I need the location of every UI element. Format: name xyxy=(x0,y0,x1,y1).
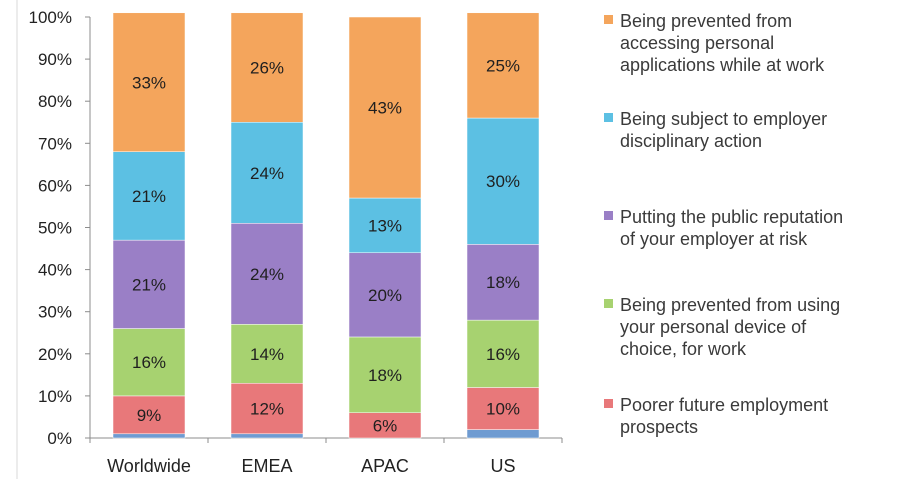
data-label: 21% xyxy=(132,275,166,294)
bar-segment-apps xyxy=(112,12,186,152)
bar-segment-reputation xyxy=(230,223,304,325)
legend-label: Being prevented from using xyxy=(620,295,841,315)
data-label: 18% xyxy=(368,366,402,385)
y-tick-label: 100% xyxy=(29,8,72,27)
data-label: 9% xyxy=(137,406,162,425)
bar-segment-device xyxy=(466,319,540,388)
data-label: 33% xyxy=(132,73,166,92)
legend-label: Being subject to employer xyxy=(620,109,828,129)
legend-swatch xyxy=(604,15,613,24)
legend-label: applications while at work xyxy=(620,55,825,75)
y-tick-label: 60% xyxy=(38,176,72,195)
x-tick-label: APAC xyxy=(361,456,409,476)
y-tick-label: 20% xyxy=(38,345,72,364)
bar-segment-other xyxy=(466,429,540,439)
legend-label: Putting the public reputation xyxy=(620,207,844,227)
bar-segment-reputation xyxy=(466,244,540,321)
data-label: 6% xyxy=(373,416,398,435)
y-tick-label: 50% xyxy=(38,219,72,238)
bar-segment-disciplinary xyxy=(348,197,422,254)
legend-item: Being prevented from using your personal … xyxy=(598,294,908,360)
bar-segment-apps xyxy=(230,12,304,123)
x-tick-label: Worldwide xyxy=(107,456,191,476)
data-label: 24% xyxy=(250,265,284,284)
legend-item: Being subject to employer disciplinary ac… xyxy=(598,108,908,152)
legend-label: Being prevented from xyxy=(620,11,793,31)
bar-segment-disciplinary xyxy=(230,122,304,224)
y-tick-label: 90% xyxy=(38,50,72,69)
y-tick-label: 0% xyxy=(47,429,72,448)
legend-swatch xyxy=(604,113,613,122)
y-tick-label: 70% xyxy=(38,134,72,153)
legend-swatch xyxy=(604,299,613,308)
y-tick-label: 10% xyxy=(38,387,72,406)
bar-segment-other xyxy=(230,433,304,439)
stacked-bar-chart: 0% 10% 20% 30% 40% 50% 60% 70% 80% 90% 100% 9% 16% 21… xyxy=(16,0,563,479)
bar-segment-device xyxy=(230,324,304,384)
data-label: 20% xyxy=(368,286,402,305)
legend-item: Being prevented from accessing personal ap… xyxy=(598,10,908,76)
legend-swatch xyxy=(604,211,613,220)
bar-segment-disciplinary xyxy=(112,151,186,241)
bar-segment-other xyxy=(112,433,186,439)
bar-segment-apps xyxy=(466,12,540,119)
y-tick-label: 30% xyxy=(38,303,72,322)
data-label: 24% xyxy=(250,164,284,183)
bar-segment-apps xyxy=(348,16,422,199)
data-label: 18% xyxy=(486,273,520,292)
bar-segment-poorer xyxy=(348,412,422,439)
data-label: 26% xyxy=(250,59,284,78)
x-tick-label: US xyxy=(490,456,515,476)
data-label: 14% xyxy=(250,345,284,364)
legend-label: choice, for work xyxy=(620,339,747,359)
data-label: 16% xyxy=(486,345,520,364)
legend-item: Poorer future employment prospects xyxy=(598,394,908,438)
legend-swatch xyxy=(604,399,613,408)
bar-segment-poorer xyxy=(230,383,304,435)
legend-label: prospects xyxy=(620,417,699,437)
y-tick-label: 40% xyxy=(38,261,72,280)
data-label: 13% xyxy=(368,216,402,235)
legend-label: your personal device of xyxy=(620,317,807,337)
bar-segment-disciplinary xyxy=(466,117,540,245)
legend-label: of your employer at risk xyxy=(620,229,808,249)
data-label: 30% xyxy=(486,172,520,191)
bar-segment-device xyxy=(348,336,422,413)
data-label: 16% xyxy=(132,353,166,372)
x-tick-label: EMEA xyxy=(241,456,292,476)
legend-label: Poorer future employment xyxy=(620,395,829,415)
legend-label: accessing personal xyxy=(620,33,775,53)
legend-label: disciplinary action xyxy=(620,131,763,151)
data-label: 12% xyxy=(250,400,284,419)
data-label: 21% xyxy=(132,187,166,206)
data-label: 25% xyxy=(486,56,520,75)
bar-segment-poorer xyxy=(466,387,540,430)
data-label: 43% xyxy=(368,99,402,118)
data-label: 10% xyxy=(486,400,520,419)
bar-segment-reputation xyxy=(348,252,422,338)
y-tick-label: 80% xyxy=(38,92,72,111)
legend-item: Putting the public reputation of your emp… xyxy=(598,206,908,250)
